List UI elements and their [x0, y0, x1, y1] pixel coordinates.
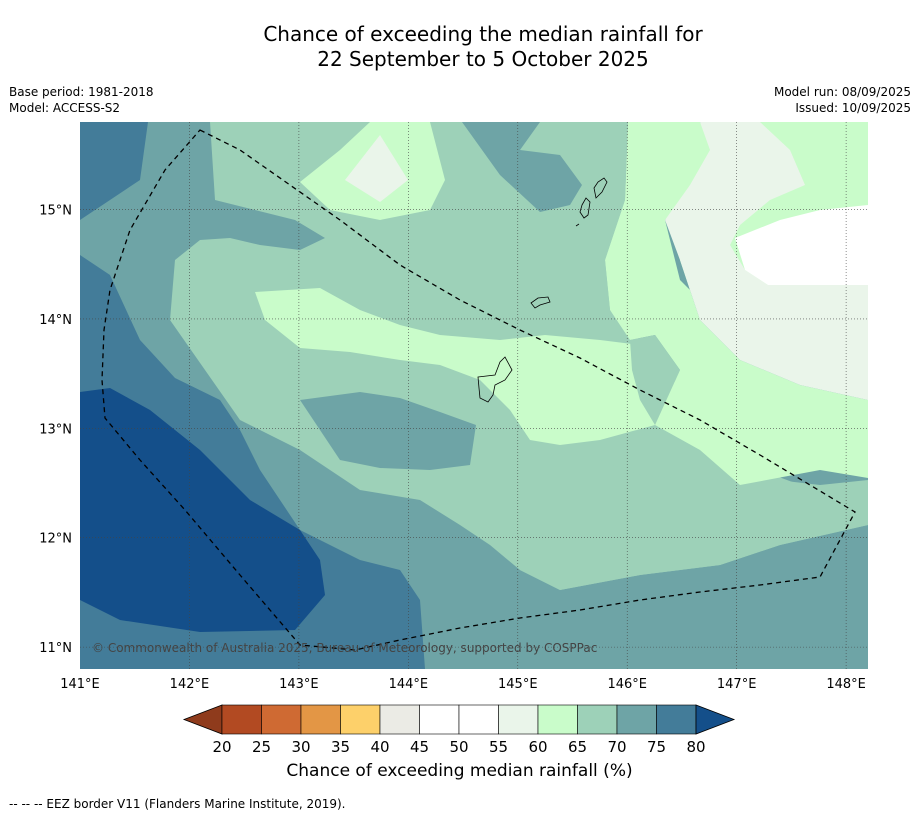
lon-tick-label: 143°E: [279, 677, 319, 692]
colorbar-swatch: [300, 704, 341, 735]
colorbar-swatch: [577, 704, 618, 735]
meta-right: Model run: 08/09/2025 Issued: 10/09/2025: [774, 84, 911, 116]
lat-tick-label: 14°N: [39, 313, 72, 328]
lon-tick-label: 145°E: [498, 677, 538, 692]
lat-tick-label: 12°N: [39, 532, 72, 547]
rainfall-map: © Commonwealth of Australia 2025, Bureau…: [39, 122, 868, 756]
contour-layer: [80, 122, 868, 669]
colorbar-tick-label: 25: [252, 738, 271, 756]
copyright-text: © Commonwealth of Australia 2025, Bureau…: [92, 641, 597, 655]
colorbar-swatch: [419, 704, 460, 735]
contour-80-plus: [80, 388, 325, 632]
rota-island: [530, 296, 551, 309]
colorbar-swatch: [656, 704, 697, 735]
model-run-label: Model run: 08/09/2025: [773, 85, 911, 99]
colorbar-swatch: [537, 704, 578, 735]
colorbar-tick-labels: 20 25 30 35 40 45 50 55 60 65 70 75 80: [212, 738, 705, 756]
colorbar-tick-label: 80: [686, 738, 705, 756]
colorbar-tick-label: 55: [489, 738, 508, 756]
lat-tick-label: 11°N: [39, 641, 72, 656]
colorbar-tick-label: 20: [212, 738, 231, 756]
lat-tick-label: 13°N: [39, 422, 72, 437]
contour-55-60-east: [665, 122, 868, 400]
lon-tick-labels: 141°E 142°E 143°E 144°E 145°E 146°E 147°E 148°E: [60, 677, 866, 692]
colorbar-swatch: [379, 704, 420, 735]
lon-tick-label: 147°E: [717, 677, 757, 692]
meta-left: Base period: 1981-2018 Model: ACCESS-S2: [9, 84, 154, 116]
colorbar-title: Chance of exceeding median rainfall (%): [286, 761, 633, 781]
colorbar-extend-high: [695, 704, 736, 735]
colorbar-tick-label: 40: [370, 738, 389, 756]
contour-65-70-patch-east: [630, 335, 680, 425]
model-label: Model: ACCESS-S2: [9, 101, 121, 115]
contour-70-75-patch-north: [462, 122, 582, 212]
eez-border: [101, 129, 856, 651]
colorbar-swatch: [261, 704, 302, 735]
base-period-label: Base period: 1981-2018: [9, 85, 154, 99]
colorbar-extend-low: [182, 704, 223, 735]
colorbar-swatch: [616, 704, 657, 735]
issued-label: Issued: 10/09/2025: [795, 101, 911, 115]
tinian-island: [579, 197, 591, 219]
colorbar-swatch: [458, 704, 499, 735]
guam-island: [477, 356, 513, 403]
title-line-2: 22 September to 5 October 2025: [317, 47, 649, 71]
colorbar-tick-label: 70: [607, 738, 626, 756]
lon-tick-label: 141°E: [60, 677, 100, 692]
colorbar-tick-label: 45: [410, 738, 429, 756]
colorbar-tick-label: 75: [647, 738, 666, 756]
saipan-island: [593, 177, 608, 199]
contour-65-70-south: [520, 455, 868, 590]
colorbar-swatch: [221, 704, 262, 735]
colorbar-swatch: [498, 704, 539, 735]
lon-tick-label: 146°E: [607, 677, 647, 692]
lat-tick-labels: 15°N 14°N 13°N 12°N 11°N: [39, 204, 72, 657]
lon-tick-label: 142°E: [170, 677, 210, 692]
colorbar-tick-label: 30: [291, 738, 310, 756]
colorbar-tick-label: 50: [449, 738, 468, 756]
gridlines: [80, 122, 868, 669]
colorbar-swatch: [340, 704, 381, 735]
eez-legend-note: -- -- -- EEZ border V11 (Flanders Marine…: [9, 797, 346, 811]
colorbar-tick-label: 65: [568, 738, 587, 756]
lon-tick-label: 148°E: [826, 677, 866, 692]
colorbar-tick-label: 60: [528, 738, 547, 756]
aguijan-island: [575, 223, 580, 227]
colorbar: [182, 704, 736, 735]
title-line-1: Chance of exceeding the median rainfall …: [263, 22, 703, 46]
contour-55-60-north: [345, 135, 408, 202]
islands-layer: [477, 177, 608, 403]
lat-tick-label: 15°N: [39, 204, 72, 219]
contour-70-75-patch-mid: [300, 392, 476, 470]
map-title: Chance of exceeding the median rainfall …: [0, 22, 919, 72]
lon-tick-label: 144°E: [389, 677, 429, 692]
contour-60-65-central: [255, 288, 680, 445]
colorbar-tick-label: 35: [331, 738, 350, 756]
